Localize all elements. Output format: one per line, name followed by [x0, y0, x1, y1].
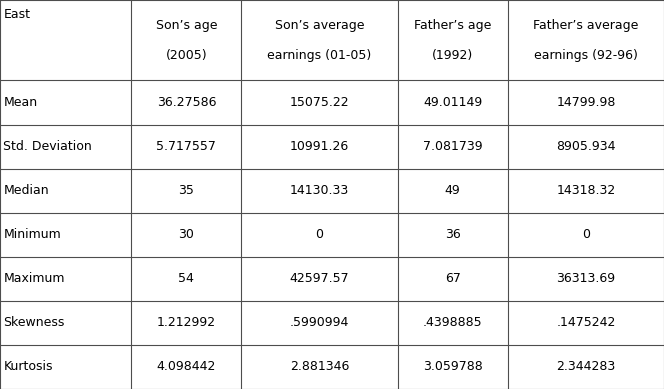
Text: Maximum: Maximum — [3, 272, 65, 285]
Text: 49: 49 — [445, 184, 461, 197]
Text: 0: 0 — [315, 228, 323, 241]
Text: 30: 30 — [179, 228, 195, 241]
Text: 15075.22: 15075.22 — [290, 96, 349, 109]
Text: 14799.98: 14799.98 — [556, 96, 616, 109]
Text: 67: 67 — [445, 272, 461, 285]
Text: 49.01149: 49.01149 — [423, 96, 482, 109]
Text: Father’s average

earnings (92-96): Father’s average earnings (92-96) — [533, 19, 639, 62]
Text: 2.881346: 2.881346 — [290, 361, 349, 373]
Text: 7.081739: 7.081739 — [423, 140, 483, 153]
Text: .5990994: .5990994 — [290, 316, 349, 329]
Text: .4398885: .4398885 — [423, 316, 483, 329]
Text: 35: 35 — [179, 184, 195, 197]
Text: 36: 36 — [445, 228, 461, 241]
Text: 10991.26: 10991.26 — [290, 140, 349, 153]
Text: East: East — [3, 8, 31, 21]
Text: 14130.33: 14130.33 — [290, 184, 349, 197]
Text: 2.344283: 2.344283 — [556, 361, 616, 373]
Text: 1.212992: 1.212992 — [157, 316, 216, 329]
Text: 0: 0 — [582, 228, 590, 241]
Text: Skewness: Skewness — [3, 316, 64, 329]
Text: 8905.934: 8905.934 — [556, 140, 616, 153]
Text: .1475242: .1475242 — [556, 316, 616, 329]
Text: 36313.69: 36313.69 — [556, 272, 616, 285]
Text: Median: Median — [3, 184, 49, 197]
Text: Mean: Mean — [3, 96, 37, 109]
Text: Std. Deviation: Std. Deviation — [3, 140, 92, 153]
Text: 5.717557: 5.717557 — [157, 140, 216, 153]
Text: Father’s age

(1992): Father’s age (1992) — [414, 19, 491, 62]
Text: Kurtosis: Kurtosis — [3, 361, 53, 373]
Text: 3.059788: 3.059788 — [423, 361, 483, 373]
Text: 4.098442: 4.098442 — [157, 361, 216, 373]
Text: 36.27586: 36.27586 — [157, 96, 216, 109]
Text: 54: 54 — [179, 272, 195, 285]
Text: 14318.32: 14318.32 — [556, 184, 616, 197]
Text: Son’s age

(2005): Son’s age (2005) — [155, 19, 217, 62]
Text: Son’s average

earnings (01-05): Son’s average earnings (01-05) — [268, 19, 372, 62]
Text: 42597.57: 42597.57 — [290, 272, 349, 285]
Text: Minimum: Minimum — [3, 228, 61, 241]
